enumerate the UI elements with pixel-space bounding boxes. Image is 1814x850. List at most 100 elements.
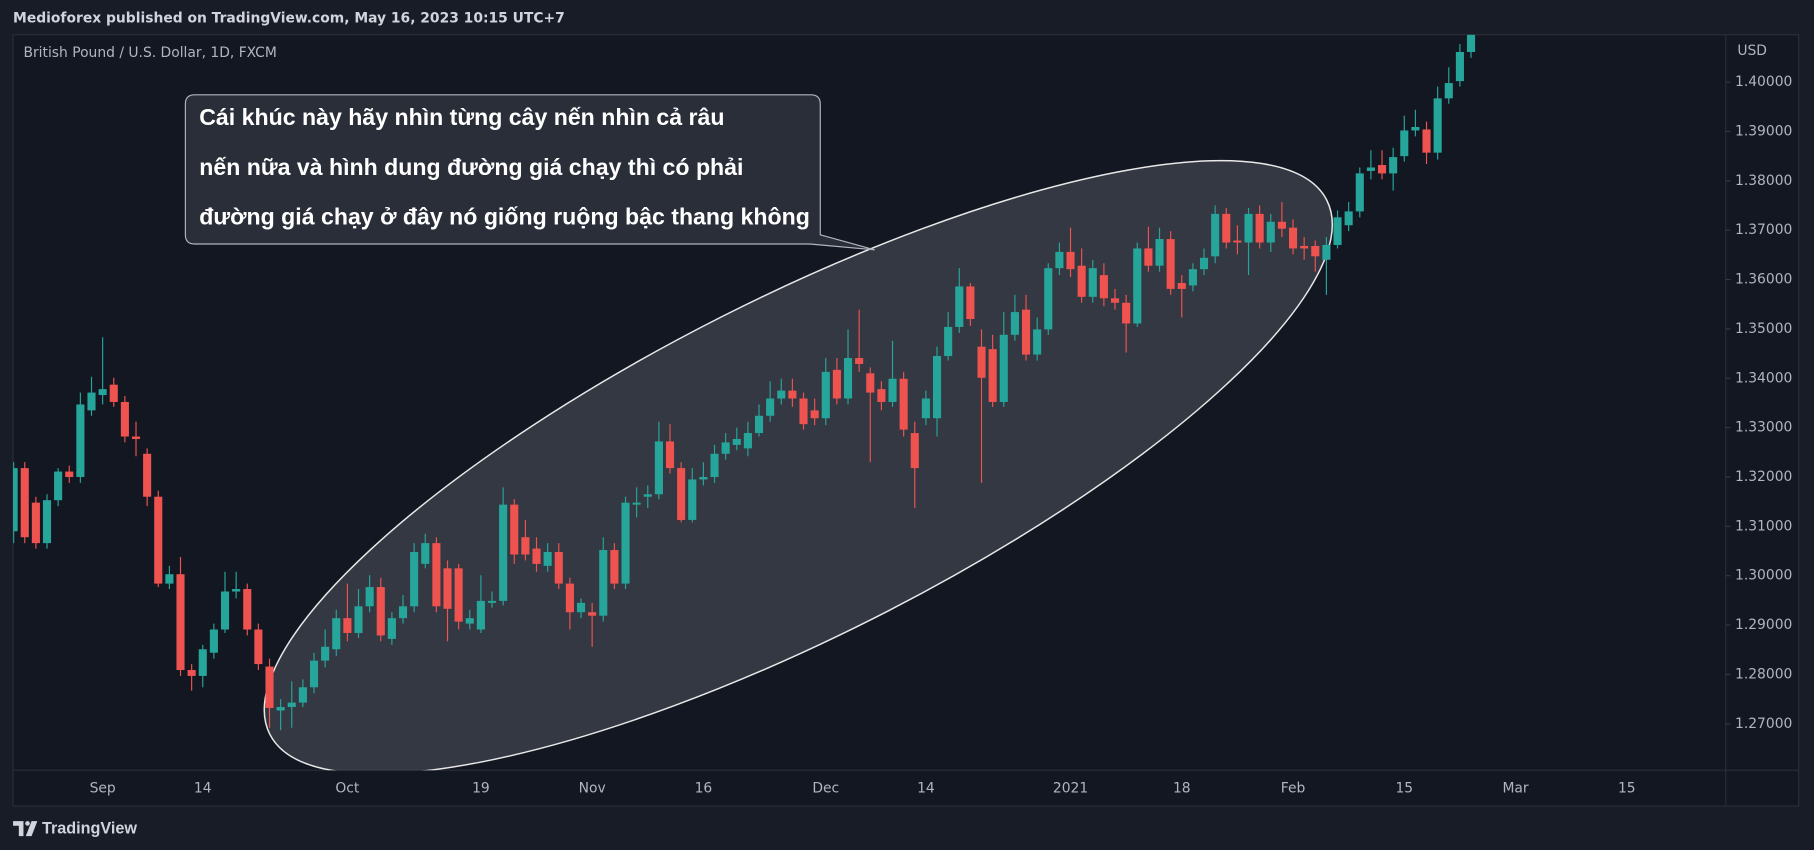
candle-body — [98, 389, 107, 396]
candle-body — [154, 496, 163, 584]
candle-body — [543, 552, 552, 566]
candle-body — [1077, 265, 1086, 297]
annotation-line: nến nữa và hình dung đường giá chạy thì … — [199, 154, 743, 180]
candle-body — [254, 629, 263, 665]
candle-body — [921, 398, 930, 419]
candle-body — [754, 415, 764, 434]
candle-body — [298, 687, 307, 703]
candle-body — [1455, 51, 1464, 82]
candle-body — [54, 471, 63, 501]
logo-shape — [25, 821, 30, 826]
candle-body — [487, 600, 497, 603]
candle-body — [1233, 240, 1242, 243]
candle-body — [1155, 239, 1164, 266]
candle-body — [1389, 157, 1398, 174]
candle-body — [276, 707, 285, 711]
x-tick-label: Nov — [579, 781, 606, 797]
y-tick-label: 1.29000 — [1735, 617, 1792, 633]
candle-body — [788, 390, 797, 399]
candle-body — [1244, 213, 1253, 243]
candle-body — [1255, 213, 1264, 243]
candle-body — [209, 629, 218, 653]
candle-body — [321, 646, 330, 661]
candle-body — [1021, 309, 1031, 355]
candle-body — [977, 346, 986, 378]
candle-body — [1311, 245, 1320, 257]
candle-body — [1355, 173, 1364, 212]
candle-body — [1122, 302, 1131, 324]
logo-shape — [13, 821, 24, 837]
candle-body — [721, 442, 730, 454]
candle-body — [1444, 83, 1453, 99]
x-tick-label: 2021 — [1053, 781, 1088, 797]
candle-body — [621, 502, 630, 584]
candle-body — [131, 436, 141, 439]
candle-body — [1366, 167, 1375, 171]
y-tick-label: 1.31000 — [1735, 518, 1792, 534]
candle-body — [688, 479, 697, 520]
candle-body — [1088, 268, 1097, 297]
x-tick-label: 15 — [1618, 781, 1636, 797]
candle-body — [1144, 248, 1153, 266]
candle-body — [899, 378, 908, 430]
candle-body — [1044, 268, 1053, 330]
y-tick-label: 1.35000 — [1735, 321, 1792, 337]
candle-body — [232, 589, 241, 592]
y-tick-label: 1.30000 — [1735, 568, 1792, 584]
y-tick-label: 1.39000 — [1735, 123, 1792, 139]
candle-body — [220, 591, 230, 630]
candle-body — [710, 453, 719, 477]
x-tick-label: 15 — [1395, 781, 1413, 797]
candle-body — [799, 398, 808, 425]
candle-body — [855, 358, 864, 364]
callout-box — [184, 94, 875, 251]
candle-body — [387, 618, 396, 639]
candle-body — [955, 286, 964, 327]
symbol-title: British Pound / U.S. Dollar, 1D, FXCM — [23, 45, 276, 61]
candle-body — [1010, 312, 1019, 335]
y-tick-label: 1.38000 — [1735, 173, 1792, 189]
x-tick-label: Dec — [812, 781, 839, 797]
candle-body — [454, 568, 463, 622]
y-tick-label: 1.27000 — [1735, 716, 1792, 732]
candle-body — [13, 468, 18, 532]
candle-body — [888, 378, 897, 402]
candle-body — [343, 618, 352, 633]
candle-body — [1288, 227, 1298, 249]
candle-body — [877, 389, 886, 402]
candle-body — [376, 587, 385, 636]
candle-body — [465, 618, 474, 624]
candle-body — [665, 441, 675, 469]
annotation-line: Cái khúc này hãy nhìn từng cây nến nhìn … — [199, 104, 724, 130]
candle-body — [966, 286, 975, 320]
x-tick-label: Mar — [1502, 781, 1528, 797]
candle-body — [421, 543, 430, 564]
y-tick-label: 1.40000 — [1735, 74, 1792, 90]
candle-body — [1466, 34, 1476, 52]
logo-shape — [25, 821, 38, 837]
y-tick-label: 1.32000 — [1735, 469, 1792, 485]
candle-body — [31, 502, 40, 544]
candle-body — [810, 410, 819, 419]
candle-body — [766, 398, 775, 416]
x-tick-label: 19 — [472, 781, 490, 797]
candle-body — [944, 326, 953, 357]
brand-name: TradingView — [42, 819, 137, 837]
candle-body — [743, 433, 752, 449]
candle-body — [1422, 129, 1431, 153]
annotation-line: đường giá chạy ở đây nó giống ruộng bậc … — [199, 204, 810, 230]
callout: Cái khúc này hãy nhìn từng cây nến nhìn … — [184, 94, 875, 251]
highlight-ellipse — [263, 159, 1334, 771]
candle-body — [198, 649, 207, 676]
candle-body — [699, 476, 708, 480]
candle-body — [576, 602, 586, 613]
candle-body — [1055, 251, 1064, 269]
candle-body — [1300, 245, 1309, 249]
candle-body — [287, 702, 296, 708]
x-tick-label: 14 — [194, 781, 212, 797]
candle-body — [910, 433, 919, 469]
candle-body — [588, 612, 597, 616]
candle-body — [354, 606, 363, 633]
candle-body — [843, 358, 853, 399]
